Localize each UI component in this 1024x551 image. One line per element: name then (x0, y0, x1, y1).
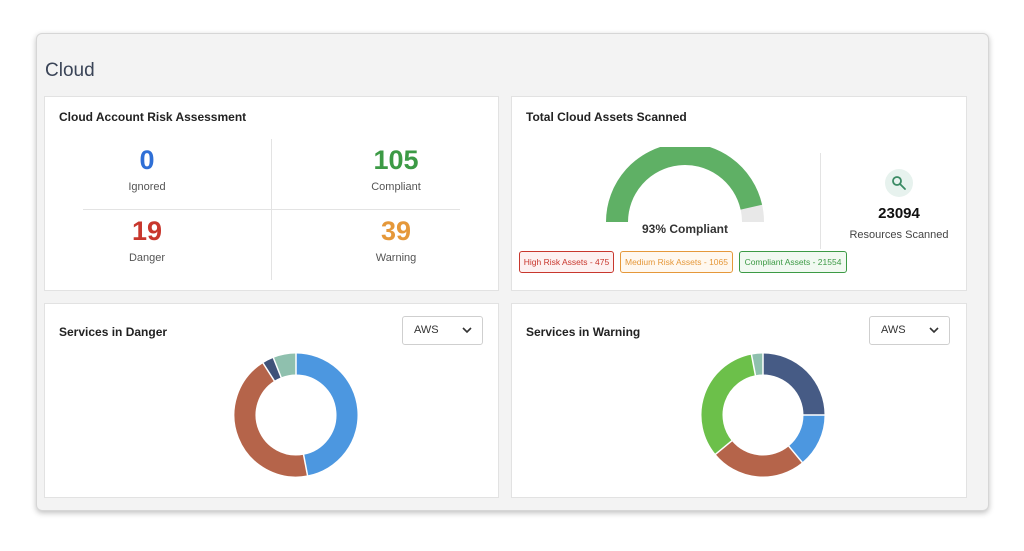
donut-slice (715, 440, 803, 477)
total-assets-title: Total Cloud Assets Scanned (526, 110, 687, 124)
danger-donut-chart (234, 352, 358, 477)
divider (820, 153, 821, 249)
stat-label: Compliant (371, 181, 421, 193)
donut-slice (273, 353, 297, 378)
warning-provider-select[interactable]: AWS (869, 316, 950, 345)
stat-warning: 39 Warning (316, 216, 476, 264)
resources-label: Resources Scanned (849, 229, 949, 241)
stat-label: Danger (128, 252, 166, 264)
services-warning-title: Services in Warning (526, 325, 641, 339)
dashboard-window: Cloud Cloud Account Risk Assessment 0 Ig… (36, 33, 989, 511)
donut-slice (788, 414, 825, 463)
stat-compliant: 105 Compliant (316, 145, 476, 193)
gauge-label: 93% Compliant (641, 222, 728, 236)
tag-compliant: Compliant Assets - 21554 (739, 251, 847, 273)
page-title: Cloud (45, 60, 95, 81)
slice-separator (787, 444, 804, 464)
search-icon (885, 169, 913, 197)
donut-slice (234, 363, 308, 477)
slice-separator (272, 356, 283, 379)
donut-slice (295, 353, 358, 476)
search-icon-glyph (892, 176, 906, 190)
services-danger-card: Services in Danger AWS (44, 303, 499, 498)
slice-separator (750, 353, 757, 377)
services-danger-title: Services in Danger (59, 325, 168, 339)
stat-danger: 19 Danger (67, 216, 227, 264)
stat-value: 0 (139, 145, 155, 175)
select-value: AWS (414, 324, 439, 336)
stat-ignored: 0 Ignored (67, 145, 227, 193)
danger-provider-select[interactable]: AWS (402, 316, 483, 345)
risk-assessment-card: Cloud Account Risk Assessment 0 Ignored … (44, 96, 499, 291)
tag-high-risk: High Risk Assets - 475 (519, 251, 614, 273)
slice-separator (261, 361, 276, 383)
chevron-down-icon (462, 327, 472, 334)
stat-value: 105 (373, 145, 419, 175)
divider (83, 209, 460, 210)
warning-donut-chart (701, 352, 826, 477)
stat-label: Warning (375, 252, 417, 264)
stat-label: Ignored (128, 181, 166, 193)
slice-separator (714, 439, 734, 456)
donut-slice (263, 357, 282, 381)
donut-slice (701, 354, 756, 455)
stat-value: 19 (131, 216, 163, 246)
tag-medium-risk: Medium Risk Assets - 1065 (620, 251, 733, 273)
risk-assessment-title: Cloud Account Risk Assessment (59, 110, 247, 124)
compliance-gauge (606, 147, 764, 223)
donut-slice (762, 353, 825, 416)
select-value: AWS (881, 324, 906, 336)
chevron-down-icon (929, 327, 939, 334)
total-assets-card: Total Cloud Assets Scanned 93% Compliant… (511, 96, 967, 291)
services-warning-card: Services in Warning AWS (511, 303, 967, 498)
slice-separator (302, 453, 309, 477)
stat-value: 39 (380, 216, 412, 246)
resources-count: 23094 (878, 205, 920, 222)
gauge-fill (606, 147, 763, 223)
donut-slice (751, 353, 764, 376)
